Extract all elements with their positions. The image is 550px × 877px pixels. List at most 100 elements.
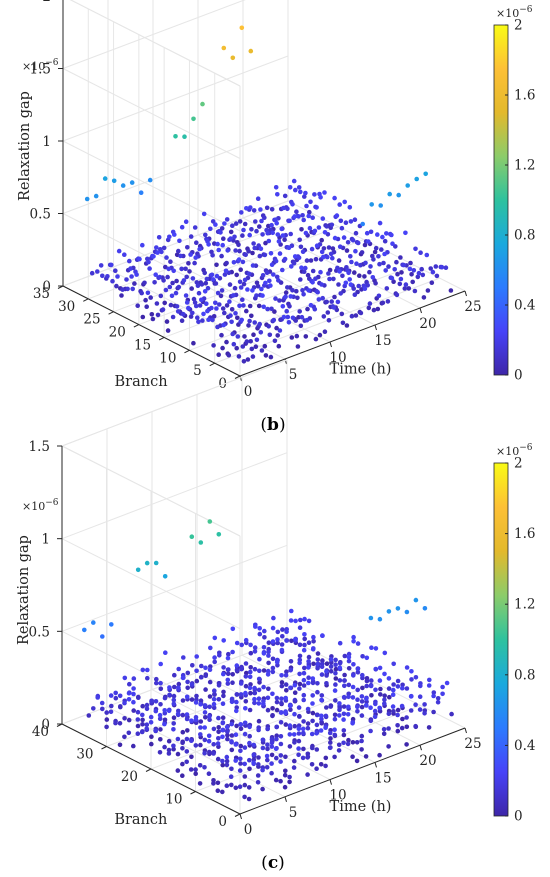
data-point <box>247 740 252 746</box>
data-point <box>155 250 160 255</box>
data-point <box>310 215 316 220</box>
data-point <box>333 657 338 663</box>
x-tick-mark <box>239 813 242 820</box>
data-point <box>234 272 239 278</box>
data-point <box>249 346 255 352</box>
data-point <box>324 224 330 229</box>
data-point <box>257 668 262 674</box>
colorbar-tick-label: 1.6 <box>514 88 535 104</box>
data-point <box>337 660 343 666</box>
data-point <box>239 642 244 648</box>
data-point <box>296 185 302 190</box>
data-point <box>336 742 342 748</box>
data-point <box>337 707 342 713</box>
data-point <box>250 250 255 256</box>
y-tick-label: 10 <box>165 792 182 808</box>
data-point <box>261 645 267 650</box>
data-point <box>282 193 288 199</box>
data-point <box>242 221 248 227</box>
data-point <box>180 675 186 681</box>
data-point <box>131 699 136 705</box>
data-point <box>337 665 343 670</box>
data-point <box>274 274 280 280</box>
data-point <box>428 266 434 271</box>
panel-caption: (b) <box>260 415 285 435</box>
data-point <box>360 221 366 227</box>
data-point <box>173 290 179 296</box>
data-point <box>341 711 347 717</box>
data-point <box>120 287 125 292</box>
data-point <box>285 314 291 320</box>
data-point <box>304 317 310 323</box>
data-point <box>240 233 245 238</box>
data-point <box>291 178 297 184</box>
data-point <box>324 705 329 710</box>
data-point <box>348 253 353 259</box>
data-point <box>305 306 310 312</box>
data-point <box>300 726 306 732</box>
data-point <box>355 670 361 675</box>
data-point <box>149 698 154 704</box>
data-point <box>162 721 167 727</box>
data-point <box>398 255 403 260</box>
data-point <box>333 671 338 676</box>
data-point <box>394 292 400 298</box>
data-point <box>270 691 275 697</box>
data-point <box>303 265 308 271</box>
data-point <box>369 693 374 698</box>
data-point <box>333 666 339 672</box>
data-point <box>220 789 225 795</box>
data-point <box>269 761 274 766</box>
data-point <box>190 276 196 281</box>
data-point <box>288 294 294 299</box>
data-point <box>140 242 145 248</box>
data-point <box>348 282 354 287</box>
data-point <box>302 632 307 637</box>
data-point <box>129 274 134 279</box>
x-tick-mark <box>419 745 422 751</box>
data-point <box>242 794 247 800</box>
data-point <box>206 242 211 247</box>
data-point <box>413 723 418 729</box>
data-point <box>354 758 360 764</box>
data-point <box>422 702 427 707</box>
data-point <box>356 283 362 289</box>
x-tick-mark <box>464 290 467 297</box>
data-point <box>287 304 292 309</box>
data-point <box>399 725 405 731</box>
data-point <box>212 692 217 697</box>
data-point <box>147 177 153 183</box>
data-point <box>288 667 293 673</box>
data-point <box>243 661 249 666</box>
data-point <box>273 746 279 752</box>
data-point <box>291 260 297 266</box>
data-point <box>280 634 285 639</box>
data-point <box>325 310 331 315</box>
data-point <box>288 618 294 623</box>
data-point <box>261 304 267 310</box>
data-point <box>315 666 320 671</box>
data-point <box>224 758 230 764</box>
data-point <box>180 712 186 718</box>
z-axis-label: Relaxation gap <box>16 535 32 645</box>
data-point <box>216 247 221 253</box>
data-point <box>274 724 279 730</box>
data-point <box>238 722 243 727</box>
data-point <box>332 688 338 693</box>
data-point <box>303 190 308 196</box>
data-point <box>308 199 313 205</box>
data-point <box>167 692 172 698</box>
data-point <box>184 759 189 765</box>
data-point <box>249 227 254 232</box>
data-point <box>194 240 199 245</box>
data-point <box>239 317 244 323</box>
data-point <box>410 279 416 285</box>
x-tick-mark <box>464 727 467 734</box>
data-point <box>274 220 280 226</box>
data-point <box>287 703 293 709</box>
data-point <box>202 751 207 756</box>
data-point <box>224 260 229 266</box>
data-point <box>332 195 337 201</box>
data-point <box>336 282 341 287</box>
data-point <box>290 202 295 207</box>
